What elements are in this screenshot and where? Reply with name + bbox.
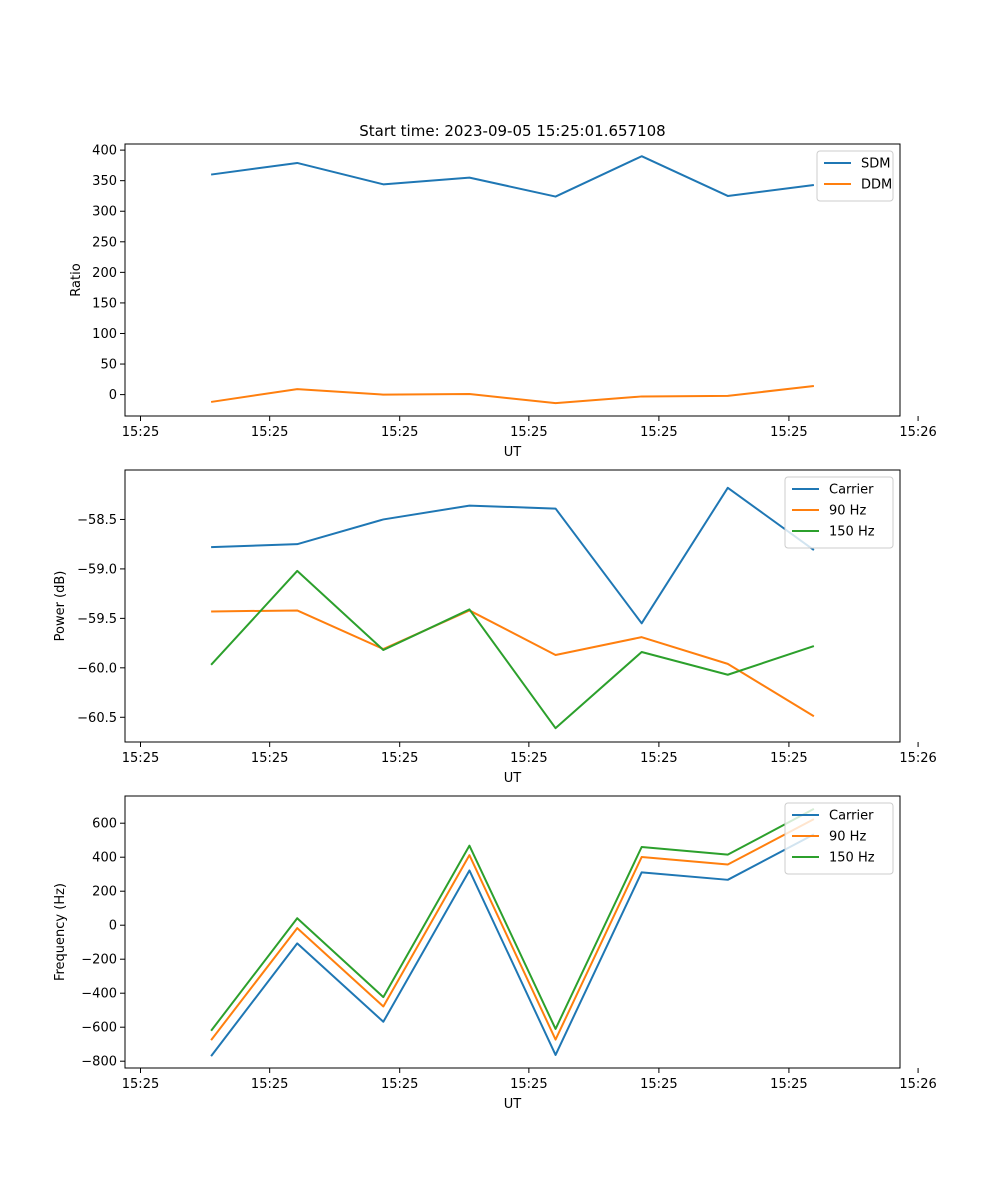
chart-1-series-line-2: [210, 385, 815, 405]
chart-1-x-axis-label: UT: [504, 445, 522, 460]
chart-2-y-tick-label: −58.5: [77, 513, 117, 528]
chart-2-y-axis-label: Power (dB): [53, 571, 68, 642]
chart-2-legend-label-1: Carrier: [829, 483, 874, 498]
chart-3-series-line-1: [210, 833, 815, 1057]
chart-3-y-tick-label: 200: [92, 885, 117, 900]
chart-1-series-line-1: [210, 155, 815, 198]
chart-2-x-tick-label: 15:25: [251, 751, 288, 766]
chart-2-x-tick-label: 15:25: [122, 751, 159, 766]
chart-3-x-tick-label: 15:25: [640, 1077, 677, 1092]
chart-3-y-tick-label: 400: [92, 851, 117, 866]
chart-1-y-tick-label: 400: [92, 144, 117, 159]
chart-2-panel: 15:25 15:25 15:25 15:25 15:25 15:25 15:26 −58.5…: [53, 469, 937, 786]
chart-3-y-tick-label: 0: [109, 919, 117, 934]
chart-3-axes-frame: [124, 795, 901, 1069]
chart-2-axes-frame: [124, 469, 901, 743]
chart-3-y-axis-label: Frequency (Hz): [53, 883, 68, 981]
chart-1-x-tick-label: 15:25: [510, 425, 547, 440]
chart-3-y-tick-label: −600: [81, 1021, 117, 1036]
chart-2-legend: Carrier 90 Hz 150 Hz: [784, 476, 894, 549]
chart-3-x-tick-label: 15:25: [510, 1077, 547, 1092]
chart-2-y-tick-label: −59.5: [77, 612, 117, 627]
chart-1-x-tick-label: 15:26: [899, 425, 936, 440]
chart-1-x-tick-label: 15:25: [640, 425, 677, 440]
chart-2-x-tick-label: 15:25: [381, 751, 418, 766]
chart-2-series-line-2: [211, 609, 815, 718]
chart-1-axes-frame: [124, 143, 901, 417]
chart-1-legend: SDM DDM: [816, 150, 894, 202]
chart-2-x-tick-label: 15:26: [899, 751, 936, 766]
chart-3-legend-label-3: 150 Hz: [829, 851, 875, 866]
chart-1-y-tick-label: 100: [92, 327, 117, 342]
chart-1-y-tick-label: 250: [92, 235, 117, 250]
chart-2-x-axis-label: UT: [504, 771, 522, 786]
chart-3-panel: 15:25 15:25 15:25 15:25 15:25 15:25 15:26 600 40…: [53, 795, 937, 1112]
chart-2-y-tick-label: −60.0: [77, 661, 117, 676]
chart-3-y-tick-label: −200: [81, 953, 117, 968]
chart-3-x-tick-label: 15:25: [770, 1077, 807, 1092]
chart-3-legend: Carrier 90 Hz 150 Hz: [784, 802, 894, 875]
chart-1-y-tick-label: 300: [92, 205, 117, 220]
chart-3-y-tick-label: −800: [81, 1055, 117, 1070]
chart-1-legend-label-2: DDM: [861, 178, 892, 193]
chart-1-x-tick-label: 15:25: [381, 425, 418, 440]
chart-1-x-tick-label: 15:25: [770, 425, 807, 440]
chart-2-x-tick-label: 15:25: [640, 751, 677, 766]
chart-2-y-tick-label: −60.5: [77, 711, 117, 726]
chart-3-series-line-3: [210, 808, 815, 1032]
chart-3-x-tick-label: 15:25: [251, 1077, 288, 1092]
chart-2-x-tick-label: 15:25: [770, 751, 807, 766]
chart-2-x-tick-label: 15:25: [510, 751, 547, 766]
chart-3-x-axis-label: UT: [504, 1097, 522, 1112]
chart-2-legend-label-3: 150 Hz: [829, 525, 875, 540]
chart-1-x-tick-label: 15:25: [251, 425, 288, 440]
chart-1-y-tick-label: 150: [92, 296, 117, 311]
chart-3-legend-label-1: Carrier: [829, 809, 874, 824]
chart-1-y-axis-label: Ratio: [69, 263, 84, 296]
plots-container: 15:25 15:25 15:25 15:25 15:25 15:25 15:26 0 50 10…: [53, 143, 937, 1112]
chart-1-y-tick-label: 50: [100, 358, 117, 373]
chart-3-x-tick-label: 15:25: [122, 1077, 159, 1092]
chart-2-legend-label-2: 90 Hz: [829, 504, 866, 519]
chart-1-y-tick-label: 350: [92, 174, 117, 189]
chart-3-x-tick-label: 15:25: [381, 1077, 418, 1092]
chart-3-y-tick-label: 600: [92, 817, 117, 832]
chart-1-x-tick-label: 15:25: [122, 425, 159, 440]
chart-3-y-tick-label: −400: [81, 987, 117, 1002]
chart-2-series-line-3: [210, 569, 815, 730]
chart-1-y-tick-label: 200: [92, 266, 117, 281]
chart-2-y-tick-label: −59.0: [77, 562, 117, 577]
chart-1-y-tick-label: 0: [109, 388, 117, 403]
chart-1-panel: 15:25 15:25 15:25 15:25 15:25 15:25 15:26 0 50 10…: [69, 143, 937, 460]
chart-3-legend-label-2: 90 Hz: [829, 830, 866, 845]
chart-2-series-line-1: [211, 486, 815, 625]
chart-3-x-tick-label: 15:26: [899, 1077, 936, 1092]
chart-3-series-line-2: [210, 818, 815, 1041]
chart-1-legend-label-1: SDM: [861, 157, 890, 172]
figure-title: Start time: 2023-09-05 15:25:01.657108: [359, 122, 665, 140]
